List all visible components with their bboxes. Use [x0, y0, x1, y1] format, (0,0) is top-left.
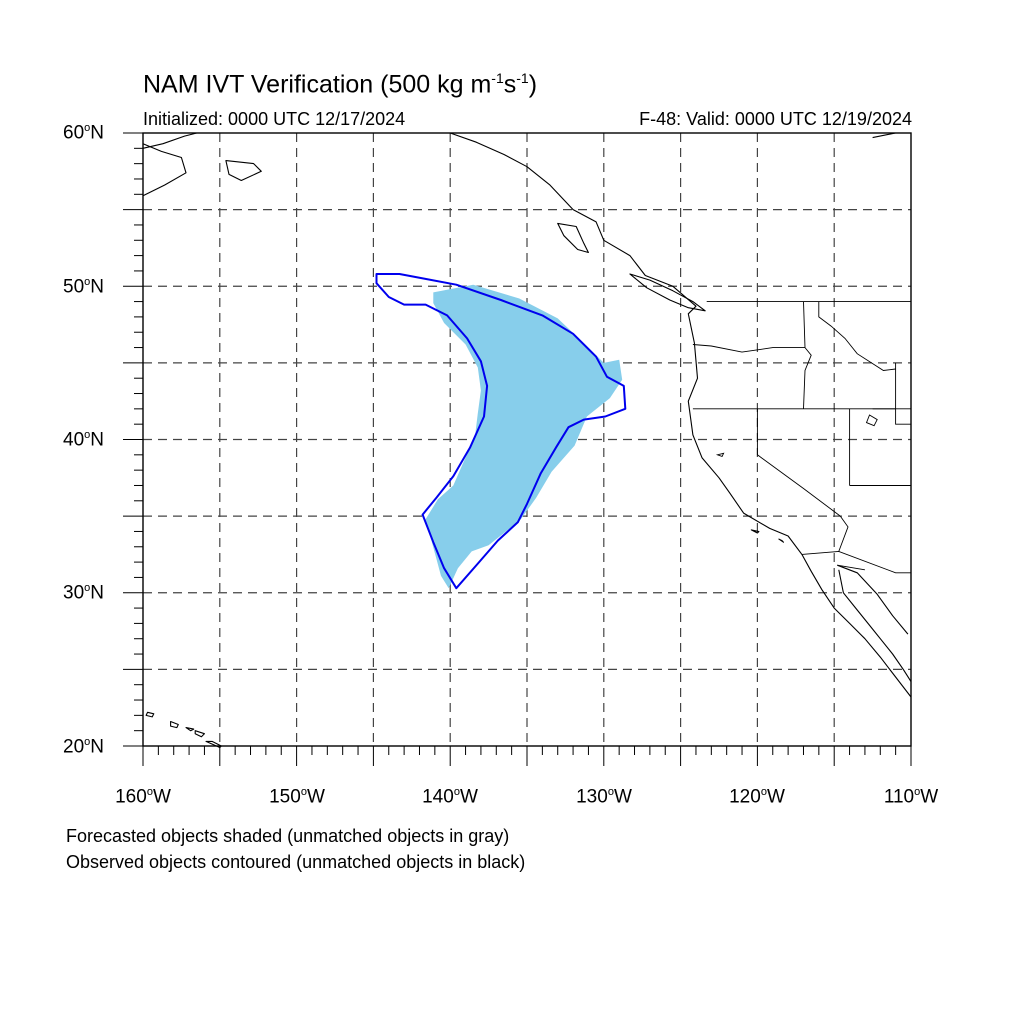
lon-label-120w: 120oW	[729, 786, 785, 808]
coastline-north-america	[450, 132, 912, 698]
border-line	[818, 301, 896, 371]
coastline-alaska-north	[142, 132, 197, 149]
haida-gwaii	[557, 222, 589, 254]
note-observed: Observed objects contoured (unmatched ob…	[66, 852, 526, 872]
lon-label-130w: 130oW	[576, 786, 632, 808]
lat-label-30n: 30oN	[63, 582, 104, 604]
observed-object-contour	[375, 273, 627, 590]
coastline-alaska	[142, 143, 187, 197]
border-line	[803, 301, 812, 409]
border-line	[895, 362, 911, 425]
political-borders	[692, 301, 911, 574]
hawaii-island	[194, 730, 205, 738]
forecast-object-shaded	[425, 284, 623, 589]
note-forecast: Forecasted objects shaded (unmatched obj…	[66, 826, 510, 846]
coastline-baja-gulf	[838, 569, 912, 682]
lake-outline	[865, 414, 878, 427]
border-line	[838, 515, 849, 552]
lat-label-40n: 40oN	[63, 429, 104, 451]
coastline-mainland-gulf	[837, 564, 909, 635]
initialized-time: Initialized: 0000 UTC 12/17/2024	[143, 109, 406, 129]
hawaii-island	[170, 720, 179, 729]
border-line	[837, 564, 865, 571]
vancouver-island	[629, 273, 706, 312]
border-line	[756, 408, 841, 517]
hawaii-island	[145, 711, 155, 718]
coastline-northeast	[872, 132, 896, 139]
lat-label-20n: 20oN	[63, 736, 104, 758]
valid-time: F-48: Valid: 0000 UTC 12/19/2024	[639, 109, 912, 129]
axis-ticks	[123, 132, 912, 766]
lat-label-50n: 50oN	[63, 276, 104, 298]
map-title: NAM IVT Verification (500 kg m-1s-1)	[143, 70, 538, 99]
border-line	[692, 344, 805, 353]
channel-island	[750, 529, 760, 534]
lon-label-110w: 110oW	[883, 786, 939, 808]
lon-label-140w: 140oW	[422, 786, 478, 808]
lon-label-150w: 150oW	[269, 786, 325, 808]
channel-island	[778, 538, 785, 543]
lon-label-160w: 160oW	[115, 786, 171, 808]
border-line	[801, 550, 911, 574]
lat-label-60n: 60oN	[63, 122, 104, 144]
hawaii-island	[185, 727, 195, 732]
kodiak-island	[225, 160, 262, 182]
lake-outline	[715, 452, 725, 457]
